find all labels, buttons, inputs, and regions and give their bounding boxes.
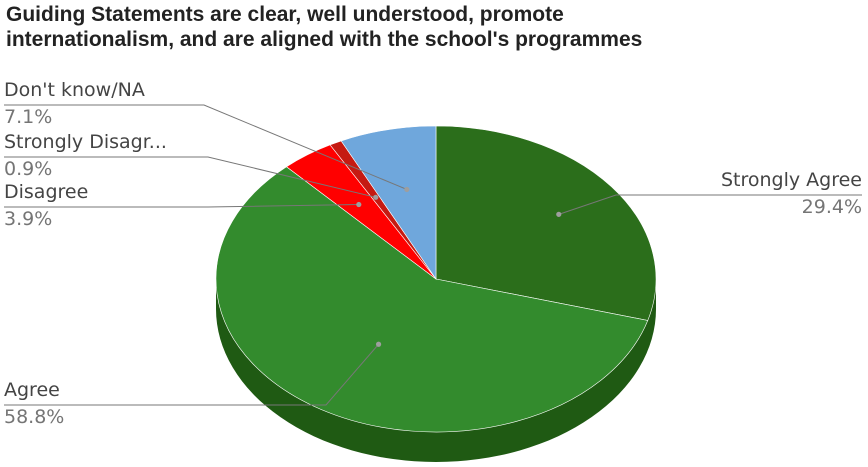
pie-side-surface bbox=[216, 279, 656, 462]
pie-slice-agree[interactable] bbox=[215, 166, 649, 433]
chart-title: Guiding Statements are clear, well under… bbox=[6, 2, 642, 52]
slice-percent-strongly-agree: 29.4% bbox=[802, 196, 862, 218]
leader-dot-disagree bbox=[356, 201, 362, 208]
leader-dot-strongly-agree bbox=[556, 211, 562, 217]
leader-dot-agree bbox=[375, 341, 382, 347]
slice-label-disagree: Disagree bbox=[4, 181, 88, 203]
slice-label-don-t-know-na: Don't know/NA bbox=[4, 79, 145, 101]
pie-slice-strongly-agree[interactable] bbox=[435, 125, 657, 321]
pie-slice-don-t-know-na[interactable] bbox=[340, 125, 437, 280]
chart-title-line-1: Guiding Statements are clear, well under… bbox=[6, 3, 564, 26]
leader-line-disagree bbox=[4, 204, 359, 208]
pie-side bbox=[216, 279, 656, 462]
slice-percent-don-t-know-na: 7.1% bbox=[4, 106, 52, 128]
pie-labels: Strongly Agree 29.4% Agree 58.8% Disagree 3.9… bbox=[4, 79, 862, 428]
leader-dot-strongly-disagree bbox=[373, 194, 379, 200]
slice-label-strongly-disagree: Strongly Disagr... bbox=[4, 131, 167, 153]
leader-dot-don-t-know-na bbox=[404, 186, 410, 193]
chart-title-line-2: internationalism, and are aligned with t… bbox=[6, 28, 643, 51]
slice-percent-agree: 58.8% bbox=[4, 406, 64, 428]
leader-line-strongly-disagree bbox=[4, 156, 376, 198]
leader-line-don-t-know-na bbox=[4, 104, 408, 190]
slice-label-agree: Agree bbox=[4, 379, 60, 401]
slice-percent-strongly-disagree: 0.9% bbox=[4, 158, 52, 180]
slice-percent-disagree: 3.9% bbox=[4, 208, 52, 230]
pie-slices bbox=[215, 125, 657, 433]
leader-line-agree bbox=[4, 343, 379, 406]
slice-label-strongly-agree: Strongly Agree bbox=[721, 169, 862, 191]
leader-line-strongly-agree bbox=[558, 194, 862, 215]
